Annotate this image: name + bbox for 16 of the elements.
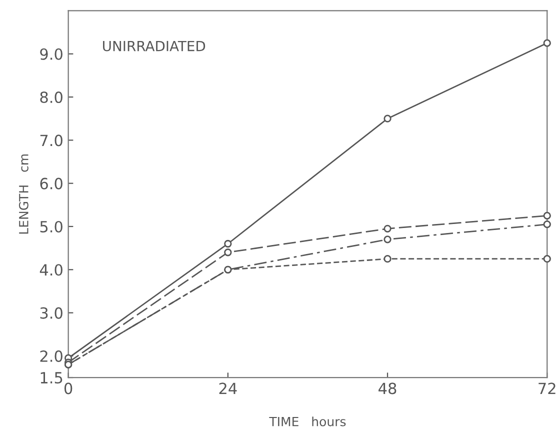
y-tick-label: 3.0 <box>40 307 62 319</box>
y-tick-label: 6.0 <box>40 178 62 190</box>
x-tick-label: 24 <box>219 382 237 394</box>
x-tick-label: 72 <box>538 382 556 394</box>
y-tick-label: 9.0 <box>40 48 62 60</box>
x-axis-title: TIME hours <box>269 416 346 426</box>
annotation: UNIRRADIATED <box>103 40 206 52</box>
x-tick-label: 0 <box>64 382 72 394</box>
y-tick-label: 5.0 <box>40 220 62 233</box>
y-axis-title: LENGTH cm <box>18 154 28 234</box>
y-tick-label: 1.5 <box>40 372 62 384</box>
y-tick-label: 8.0 <box>40 91 62 104</box>
x-tick-label: 48 <box>378 382 396 394</box>
y-tick-label: 7.0 <box>40 134 62 146</box>
y-tick-label: 4.0 <box>40 264 62 276</box>
y-tick-label: 2.0 <box>40 350 62 362</box>
